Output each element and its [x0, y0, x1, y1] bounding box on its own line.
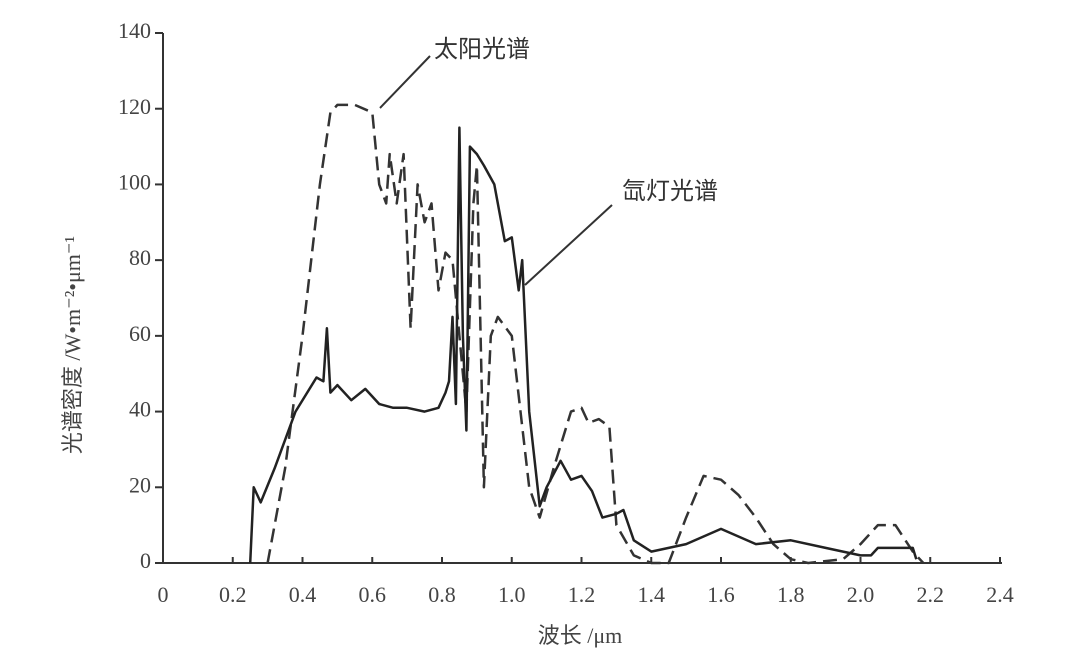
annotation-leader [379, 55, 431, 109]
x-tick-label: 2.0 [847, 582, 875, 607]
y-tick-label: 40 [129, 397, 151, 422]
series-line [266, 103, 925, 565]
x-axis-label: 波长 /μm [538, 623, 623, 648]
y-tick-label: 100 [118, 169, 151, 194]
annotation-leader [524, 204, 613, 286]
y-tick-label: 120 [118, 94, 151, 119]
annotation: 氙灯光谱 [622, 177, 718, 205]
x-tick-label: 2.4 [986, 582, 1014, 607]
x-tick-label: 2.2 [917, 582, 945, 607]
x-tick-label: 1.8 [777, 582, 805, 607]
series-line [248, 126, 918, 564]
y-tick-label: 60 [129, 321, 151, 346]
x-tick-label: 1.0 [498, 582, 526, 607]
y-tick-label: 140 [118, 18, 151, 43]
annotation: 太阳光谱 [434, 35, 530, 63]
x-tick-label: 1.4 [638, 582, 666, 607]
y-tick-label: 80 [129, 245, 151, 270]
y-tick-label: 20 [129, 472, 151, 497]
y-axis-label: 光谱密度 /W•m⁻²•μm⁻¹ [60, 236, 85, 454]
x-tick-label: 1.6 [707, 582, 735, 607]
x-tick-label: 0.8 [428, 582, 456, 607]
x-tick-label: 1.2 [568, 582, 596, 607]
x-tick-label: 0 [158, 582, 169, 607]
x-tick-label: 0.4 [289, 582, 317, 607]
x-tick-label: 0.2 [219, 582, 247, 607]
y-tick-label: 0 [140, 548, 151, 573]
x-tick-label: 0.6 [359, 582, 387, 607]
